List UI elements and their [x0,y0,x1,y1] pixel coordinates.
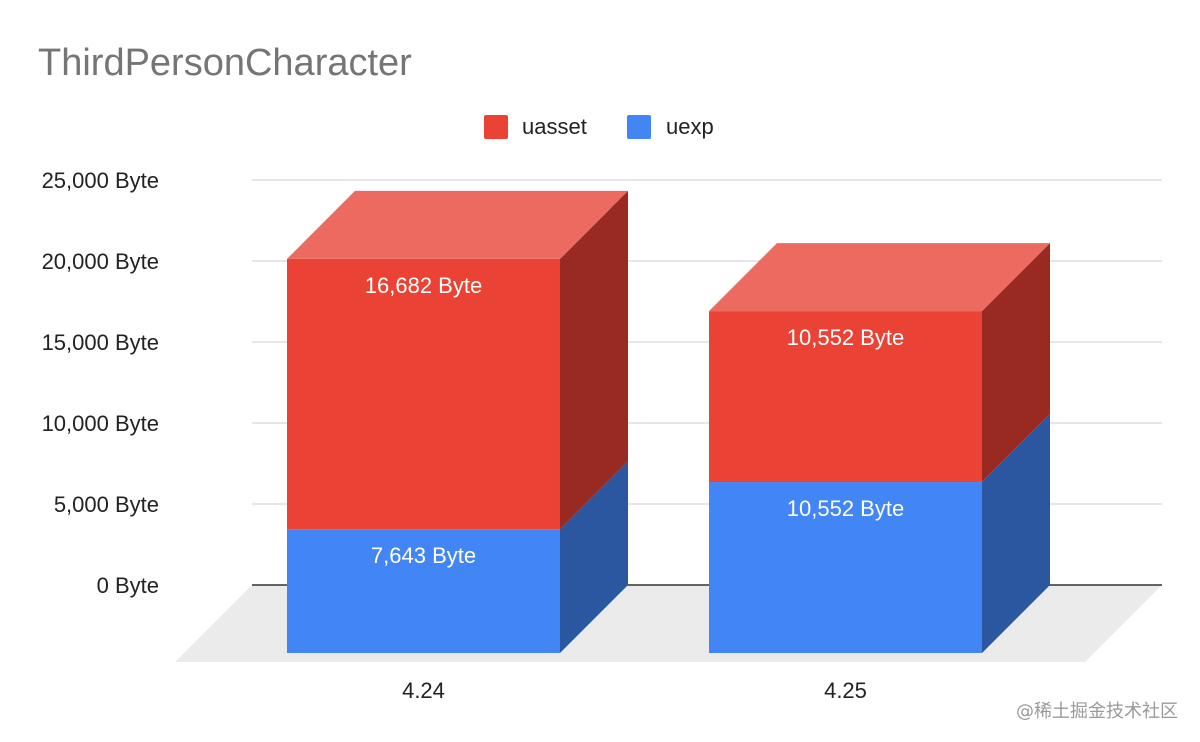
data-label-uasset: 10,552 Byte [787,325,904,350]
y-tick-label: 25,000 Byte [42,168,159,193]
bar-side-face [560,190,628,530]
legend: uasset uexp [484,114,714,139]
y-tick-label: 0 Byte [97,573,159,598]
y-axis-ticks: 0 Byte 5,000 Byte 10,000 Byte 15,000 Byte 20… [42,168,159,598]
bar-side-face [982,243,1050,483]
bar-top-face [287,190,628,259]
legend-label-uasset: uasset [522,114,587,139]
x-category-label: 4.24 [402,678,445,703]
bar-front-face [287,529,560,653]
y-tick-label: 20,000 Byte [42,249,159,274]
bar-front-face [287,258,560,530]
data-label-uasset: 16,682 Byte [365,273,482,298]
bar-front-face [709,482,982,653]
y-tick-label: 10,000 Byte [42,411,159,436]
bar-side-face [560,461,628,653]
bar-segment-uasset-4.24 [287,190,628,530]
x-category-label: 4.25 [824,678,867,703]
bar-front-face [709,311,982,483]
bar-segment-uexp-4.25 [709,414,1050,653]
bars [287,190,1050,653]
data-labels: 7,643 Byte 16,682 Byte 10,552 Byte 10,552 B… [365,273,904,568]
bar-segment-uasset-4.25 [709,243,1050,483]
bar-side-face [982,414,1050,653]
bar-segment-uexp-4.24 [287,461,628,653]
data-label-uexp: 10,552 Byte [787,496,904,521]
bar-top-face [709,243,1050,312]
watermark: @稀土掘金技术社区 [1016,701,1178,722]
x-axis-categories: 4.24 4.25 [402,678,867,703]
y-tick-label: 5,000 Byte [54,492,159,517]
legend-swatch-uexp [627,115,651,139]
data-label-uexp: 7,643 Byte [371,543,476,568]
y-tick-label: 15,000 Byte [42,330,159,355]
chart-title: ThirdPersonCharacter [38,42,412,84]
legend-swatch-uasset [484,115,508,139]
legend-label-uexp: uexp [666,114,714,139]
